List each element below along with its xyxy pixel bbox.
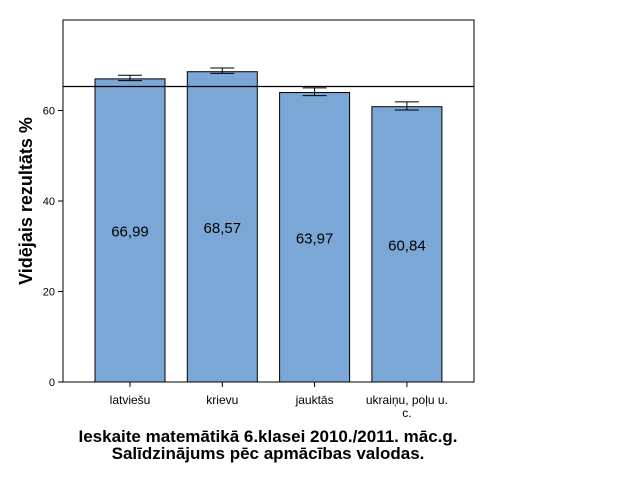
y-tick-label: 40 (43, 196, 55, 208)
data-label: 66,99 (111, 223, 149, 240)
x-tick-label: ukraiņu, poļu u. c. (366, 393, 448, 420)
data-label: 63,97 (296, 230, 334, 247)
x-tick-label: krievu (206, 393, 238, 407)
y-axis-label: Vidējais rezultāts % (16, 117, 36, 285)
x-tick-label: latviešu (110, 393, 151, 407)
x-tick-label: jauktās (295, 393, 334, 407)
data-label: 68,57 (204, 220, 242, 237)
bar (371, 106, 443, 383)
data-label: 60,84 (388, 237, 426, 254)
y-tick-label: 20 (43, 287, 55, 299)
chart-title: Ieskaite matemātikā 6.klasei 2010./2011.… (78, 427, 458, 463)
bar (186, 71, 258, 383)
y-tick-label: 0 (49, 377, 55, 389)
y-tick-label: 60 (43, 106, 55, 118)
